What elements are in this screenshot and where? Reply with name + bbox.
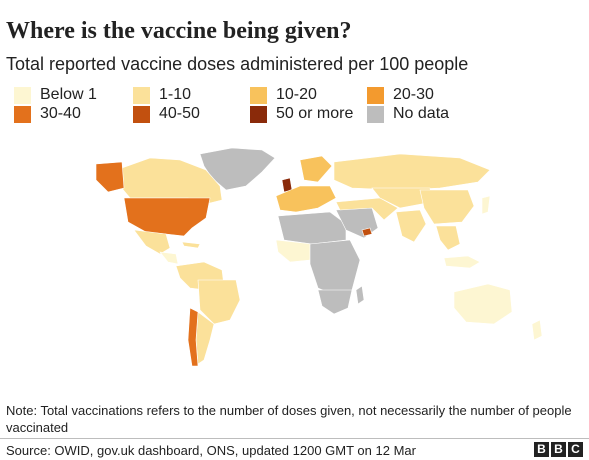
region-central-africa xyxy=(309,239,361,297)
legend-label: 20-30 xyxy=(393,86,434,103)
region-india xyxy=(395,209,427,243)
region-alaska xyxy=(95,161,125,193)
region-russia xyxy=(333,153,491,191)
map-subtitle: Total reported vaccine doses administere… xyxy=(6,54,469,74)
region-indonesia xyxy=(443,255,481,269)
legend-label: 50 or more xyxy=(276,105,354,122)
legend-swatch xyxy=(133,86,150,104)
region-central-america xyxy=(159,251,179,265)
region-west-africa xyxy=(275,239,313,263)
region-new-zealand xyxy=(531,319,543,341)
legend-swatch xyxy=(367,105,384,123)
legend-label: Below 1 xyxy=(40,86,97,103)
region-australia xyxy=(453,283,513,325)
legend-swatch xyxy=(14,105,31,123)
region-canada xyxy=(119,157,223,205)
region-mexico xyxy=(133,229,171,255)
legend-item-40-50: 40-50 xyxy=(133,105,200,123)
region-uae xyxy=(361,227,373,237)
region-southern-africa xyxy=(317,289,353,315)
legend-item-10-20: 10-20 xyxy=(250,86,317,104)
bbc-logo-block: B xyxy=(551,442,566,457)
legend-swatch xyxy=(250,86,267,104)
legend-item-30-40: 30-40 xyxy=(14,105,81,123)
region-scandinavia xyxy=(299,155,333,183)
legend-item-no-data: No data xyxy=(367,105,449,123)
divider xyxy=(0,438,589,439)
region-caribbean xyxy=(181,241,201,249)
region-chile xyxy=(187,307,199,367)
footnote: Note: Total vaccinations refers to the n… xyxy=(6,403,572,435)
region-central-asia xyxy=(371,187,433,209)
legend-swatch xyxy=(250,105,267,123)
region-japan xyxy=(481,195,491,215)
legend-item-50-or-more: 50 or more xyxy=(250,105,353,123)
legend-item-20-30: 20-30 xyxy=(367,86,434,104)
region-brazil xyxy=(197,279,241,325)
legend-swatch xyxy=(133,105,150,123)
bbc-logo-block: B xyxy=(534,442,549,457)
legend-label: 40-50 xyxy=(159,105,200,122)
region-southeast-asia xyxy=(435,225,461,251)
source-line: Source: OWID, gov.uk dashboard, ONS, upd… xyxy=(6,443,416,458)
map-title: Where is the vaccine being given? xyxy=(6,18,352,44)
legend-item-below-1: Below 1 xyxy=(14,86,97,104)
region-madagascar xyxy=(355,285,365,305)
legend-swatch xyxy=(14,86,31,104)
legend-label: 10-20 xyxy=(276,86,317,103)
bbc-logo: B B C xyxy=(534,442,583,457)
map-legend: Below 1 1-10 10-20 20-30 30-40 40-50 50 … xyxy=(14,86,484,126)
legend-item-1-10: 1-10 xyxy=(133,86,191,104)
bbc-logo-block: C xyxy=(568,442,583,457)
world-map xyxy=(95,147,543,367)
legend-label: 1-10 xyxy=(159,86,192,103)
region-usa xyxy=(123,197,211,237)
region-north-africa xyxy=(277,211,347,245)
region-china xyxy=(419,189,475,225)
legend-label: No data xyxy=(393,105,450,122)
region-western-europe xyxy=(275,185,337,213)
legend-swatch xyxy=(367,86,384,104)
legend-label: 30-40 xyxy=(40,105,81,122)
